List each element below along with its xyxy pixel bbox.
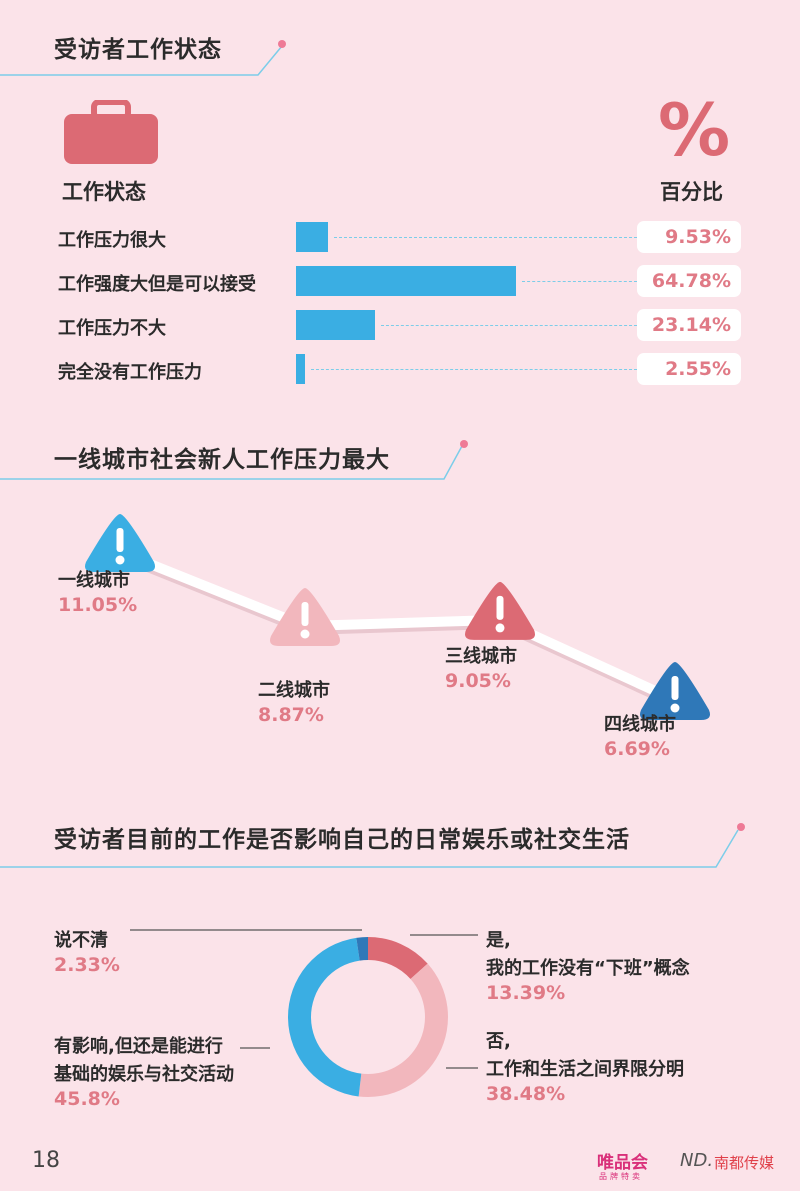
title-underline-2 [0, 440, 468, 480]
vip-logo: 唯品会 [597, 1153, 648, 1173]
title-underline-1 [0, 40, 286, 76]
donut-value-label: 45.8% [54, 1088, 120, 1110]
donut-label: 我的工作没有“下班”概念 [486, 958, 690, 979]
nd-logo-mark: ND. [680, 1150, 714, 1171]
city-value-label: 6.69% [604, 738, 670, 760]
warning-triangle-icon [465, 581, 535, 640]
bar-value-label: 64.78% [637, 265, 741, 297]
bar-value-label: 23.14% [637, 309, 741, 341]
donut-value-label: 38.48% [486, 1083, 566, 1105]
bar-label: 工作强度大但是可以接受 [58, 274, 256, 295]
leader-line [522, 281, 637, 282]
donut-slice [358, 963, 449, 1097]
bar [296, 354, 305, 384]
warning-triangle-icon [270, 588, 340, 646]
donut-label: 基础的娱乐与社交活动 [54, 1064, 234, 1085]
bar-label: 工作压力很大 [58, 230, 166, 251]
donut-label: 是, [486, 930, 511, 951]
city-value-label: 8.87% [258, 704, 324, 726]
section-title-impact: 受访者目前的工作是否影响自己的日常娱乐或社交生活 [54, 827, 630, 853]
warning-triangle-icon [640, 662, 710, 720]
bar-label: 完全没有工作压力 [58, 362, 202, 383]
city-line-chart [85, 514, 710, 720]
leader-line [310, 369, 637, 370]
leader-line [334, 237, 637, 238]
work-status-header: 工作状态 [62, 180, 146, 204]
bar-label: 工作压力不大 [58, 318, 166, 339]
donut-slice [368, 937, 428, 980]
warning-triangle-icon [85, 514, 155, 572]
briefcase-icon [64, 100, 158, 164]
donut-label: 说不清 [54, 930, 108, 951]
donut-slice [356, 937, 368, 961]
city-value-label: 11.05% [58, 594, 138, 616]
title-underline-3 [0, 823, 745, 868]
percent-symbol: % [658, 88, 731, 172]
city-label: 四线城市 [604, 714, 676, 735]
bar-value-label: 2.55% [637, 353, 741, 385]
donut-slice [288, 937, 362, 1097]
donut-label: 有影响,但还是能进行 [54, 1036, 223, 1057]
city-label: 三线城市 [445, 646, 517, 667]
bar-value-label: 9.53% [637, 221, 741, 253]
bar [296, 222, 329, 252]
nd-logo: 南都传媒 [714, 1154, 775, 1172]
city-value-label: 9.05% [445, 670, 511, 692]
percent-header: 百分比 [660, 180, 723, 204]
city-line-shadow [118, 551, 678, 709]
bar [296, 266, 517, 296]
impact-donut-chart [130, 929, 478, 1097]
section-title-city: 一线城市社会新人工作压力最大 [54, 447, 390, 473]
page-number: 18 [32, 1148, 60, 1173]
donut-value-label: 13.39% [486, 982, 566, 1004]
vip-logo-sub: 品牌特卖 [599, 1172, 643, 1181]
donut-label: 否, [486, 1031, 511, 1052]
bar [296, 310, 375, 340]
section-title-work-status: 受访者工作状态 [54, 37, 222, 63]
donut-value-label: 2.33% [54, 954, 120, 976]
city-line [118, 547, 678, 705]
city-label: 二线城市 [258, 680, 330, 701]
city-label: 一线城市 [58, 570, 130, 591]
leader-line [380, 325, 637, 326]
donut-label: 工作和生活之间界限分明 [486, 1059, 684, 1080]
